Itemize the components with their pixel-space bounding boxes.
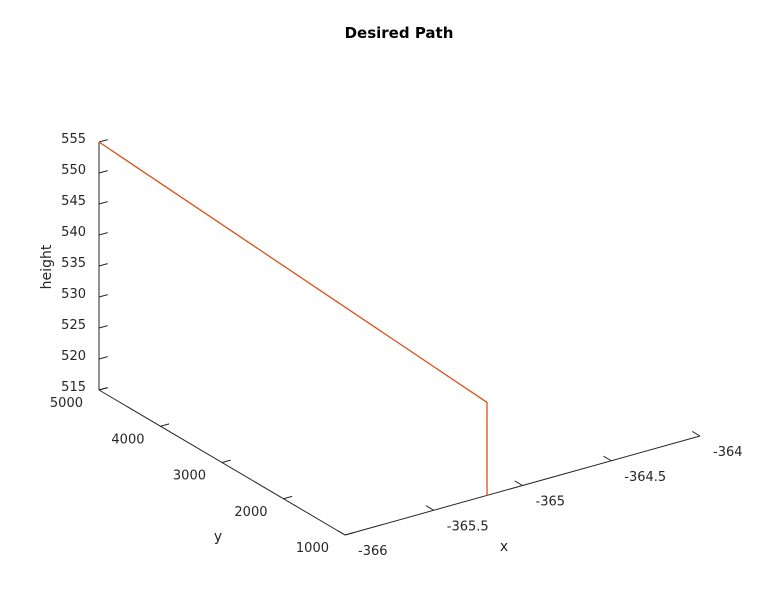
x-tick-label: -366 (358, 544, 388, 559)
x-tick-label: -365 (536, 495, 566, 510)
z-tick-mark (98, 325, 108, 329)
z-tick-mark (98, 170, 108, 174)
z-tick-mark (98, 356, 108, 360)
x-axis-label: x (500, 539, 508, 555)
z-tick-label: 515 (61, 380, 86, 395)
x-tick-mark (603, 455, 612, 462)
tick-group: -366 -365.5 -365 -364.5 -364 1000 2000 3000 4000… (50, 132, 743, 559)
axis-labels: x y height (39, 244, 508, 555)
z-tick-mark (98, 201, 108, 205)
y-axis-label: y (214, 529, 222, 545)
z-tick-label: 530 (61, 287, 86, 302)
z-tick-label: 535 (61, 256, 86, 271)
z-tick-label: 540 (61, 225, 86, 240)
y-tick-label: 5000 (50, 396, 83, 411)
x-tick-mark (691, 430, 701, 437)
y-tick-label: 1000 (296, 541, 329, 556)
z-tick-mark (98, 139, 108, 143)
x-tick-mark (425, 505, 435, 511)
y-tick-label: 3000 (173, 469, 206, 484)
x-tick-label: -364.5 (624, 470, 666, 485)
plot-area (98, 141, 488, 496)
z-tick-mark (98, 387, 108, 391)
y-tick-label: 2000 (234, 505, 267, 520)
z-tick-mark (98, 294, 108, 298)
y-tick-mark (221, 459, 231, 463)
y-tick-mark (160, 423, 170, 427)
y-tick-mark (344, 532, 354, 536)
z-tick-label: 525 (61, 318, 86, 333)
x-tick-mark (514, 480, 523, 486)
series-line (98, 141, 488, 496)
x-tick-label: -364 (713, 445, 743, 460)
chart-title: Desired Path (345, 24, 454, 42)
z-tick-label: 545 (61, 194, 86, 209)
y-tick-label: 4000 (111, 432, 144, 447)
z-tick-label: 555 (61, 132, 86, 147)
z-tick-label: 550 (61, 163, 86, 178)
z-tick-mark (98, 263, 108, 267)
x-tick-mark (336, 529, 346, 536)
z-axis-label: height (39, 244, 55, 289)
z-tick-mark (98, 232, 108, 236)
z-tick-label: 520 (61, 349, 86, 364)
x-tick-label: -365.5 (447, 519, 489, 534)
y-tick-mark (283, 495, 293, 500)
